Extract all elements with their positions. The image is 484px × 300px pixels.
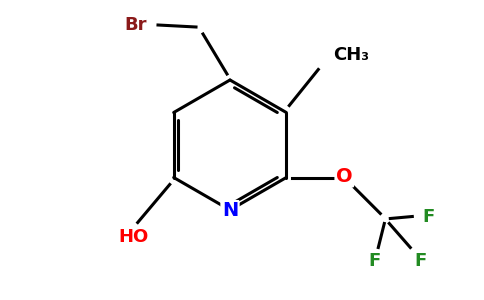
Text: F: F xyxy=(368,253,380,271)
Text: HO: HO xyxy=(119,227,149,245)
Text: O: O xyxy=(336,167,353,186)
Text: F: F xyxy=(422,208,435,226)
Text: N: N xyxy=(222,202,238,220)
Text: Br: Br xyxy=(125,16,147,34)
Text: F: F xyxy=(414,253,426,271)
Text: CH₃: CH₃ xyxy=(333,46,369,64)
